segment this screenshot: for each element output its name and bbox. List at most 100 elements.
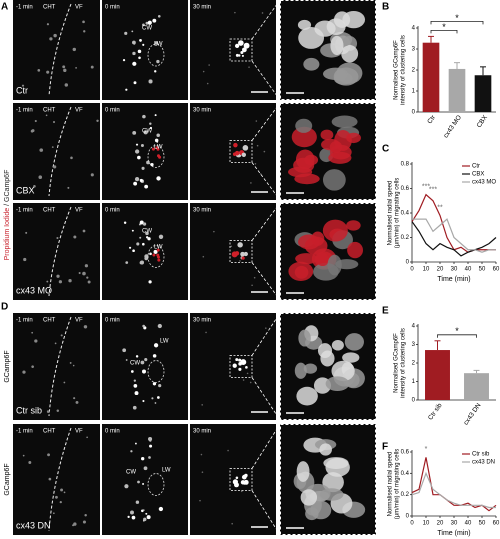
cell: [134, 176, 140, 182]
legend-label: cx43 DN: [472, 460, 495, 466]
cell: [59, 500, 62, 504]
image-label: -1 min: [16, 5, 33, 11]
cell: [142, 222, 147, 226]
cell: [208, 64, 210, 66]
boundary-line: [48, 3, 72, 97]
x-tick-label: 20: [437, 267, 444, 273]
cell: [83, 325, 88, 329]
cell: [34, 119, 37, 123]
legend-label: cx43 MO: [472, 180, 496, 186]
zoom-frame: [280, 203, 376, 300]
cell: [201, 404, 203, 406]
cell: [154, 402, 157, 404]
cell: [202, 255, 205, 258]
y-tick-label: 0: [406, 514, 410, 520]
zoom-box: [229, 140, 253, 163]
y-tick-label: 1: [412, 89, 416, 95]
zoom-link: [251, 312, 281, 356]
cell: [132, 130, 137, 135]
cell: [141, 166, 145, 170]
y-tick-label: 0.4: [401, 211, 410, 217]
image-label: CW: [130, 361, 140, 367]
x-tick-label: 30: [451, 521, 458, 527]
zoom-cell: [322, 169, 346, 191]
cell: [240, 251, 245, 257]
image-label: -1 min: [16, 108, 33, 114]
side-label-red: Propidium Iodide: [4, 208, 11, 261]
cell: [72, 364, 75, 367]
zoom-cell: [320, 129, 334, 141]
cell: [151, 397, 154, 400]
cell: [146, 160, 150, 165]
cell: [156, 396, 160, 399]
cell: [241, 256, 245, 260]
cell: [33, 184, 36, 188]
cell: [141, 457, 145, 461]
y-axis-label: intensity of clustering cells: [401, 328, 407, 398]
cell: [238, 362, 242, 366]
cell: [142, 242, 145, 246]
cell: [60, 488, 64, 492]
x-tick-label: 10: [423, 267, 430, 273]
wound-outline: [147, 145, 165, 168]
cell: [134, 442, 137, 445]
cell: [231, 522, 233, 525]
bar: [474, 75, 492, 112]
x-tick-label: 40: [465, 267, 472, 273]
side-label: Propidium Iodide / GCamp6F: [4, 170, 11, 261]
image-label: CW: [126, 470, 136, 476]
cell: [125, 261, 129, 264]
significance-mark: *: [425, 446, 428, 453]
series-line: [411, 471, 496, 509]
cell: [138, 56, 141, 60]
cell: [30, 129, 34, 133]
zoom-cell: [294, 362, 307, 379]
cell: [227, 449, 229, 452]
cell: [34, 339, 38, 343]
cell: [234, 11, 236, 14]
cell: [49, 37, 53, 41]
y-tick-label: 0.4: [401, 471, 410, 477]
y-tick-label: 0.2: [401, 235, 410, 241]
pi-cell: [156, 154, 160, 158]
side-label-black: / GCamp6F: [4, 170, 11, 206]
side-label: GCamp6F: [4, 463, 11, 495]
zoom-cell: [298, 234, 320, 250]
x-axis-label: Time (min): [437, 276, 470, 283]
zoom-cell: [288, 166, 313, 178]
cell: [124, 31, 128, 35]
micrograph: [102, 424, 188, 535]
boundary-line: [48, 427, 72, 532]
zoom-cell: [331, 340, 344, 351]
zoom-cell: [303, 57, 320, 71]
image-label: LW: [154, 145, 163, 151]
image-label: CW: [142, 229, 152, 235]
zoom-cell: [304, 154, 319, 166]
cell: [232, 479, 239, 485]
cell: [83, 30, 86, 33]
panel-letter: A: [1, 2, 8, 13]
cell: [143, 517, 147, 522]
pi-cell: [156, 255, 160, 259]
zoom-cell: [342, 352, 360, 363]
zoom-cell: [347, 241, 363, 259]
cell: [139, 220, 144, 225]
cell: [149, 252, 152, 256]
cell: [156, 133, 160, 138]
micrograph: [102, 203, 188, 300]
wound-outline: [147, 245, 165, 268]
cell: [127, 515, 130, 519]
image-label: 30 min: [193, 208, 211, 214]
cell: [70, 156, 73, 160]
y-tick-label: 0: [412, 110, 416, 116]
y-tick-label: 0: [406, 260, 410, 266]
x-tick-label: 20: [437, 521, 444, 527]
image-label: 30 min: [193, 5, 211, 11]
side-label: GCamp6F: [4, 350, 11, 382]
cell: [143, 130, 148, 135]
wound-outline: [147, 360, 165, 383]
panel-letter: D: [1, 302, 8, 313]
cell: [135, 355, 139, 358]
cell: [22, 370, 26, 374]
cell: [90, 173, 94, 177]
